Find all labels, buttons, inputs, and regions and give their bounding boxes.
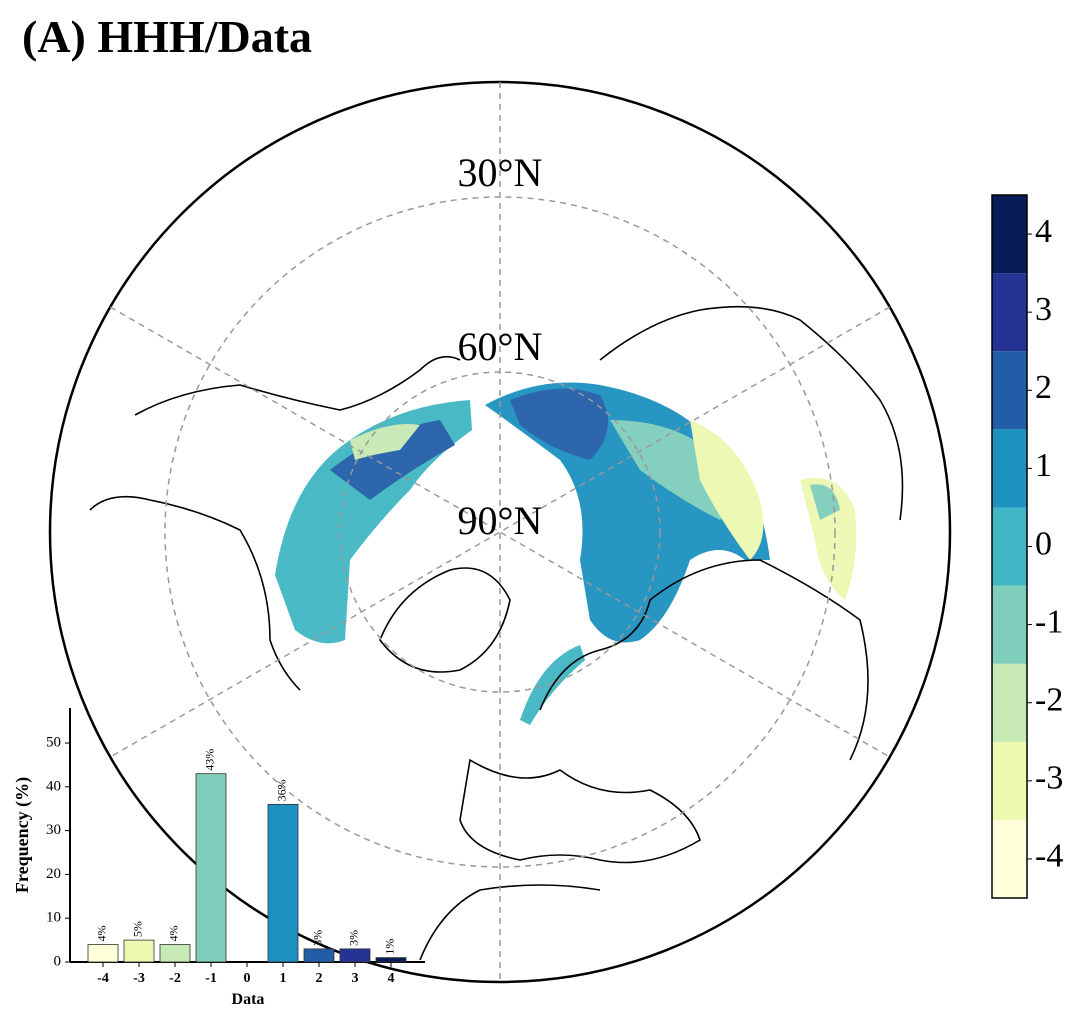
y-tick-label: 40 [46,778,61,794]
field-patch [800,478,857,600]
bar [375,957,407,963]
colorbar-frame [991,194,1028,899]
y-tick-label: 30 [46,822,61,838]
colorbar-band [992,819,1027,898]
colorbar-band [992,429,1027,508]
x-tick-label: 3 [352,971,359,986]
colorbar-band [992,663,1027,742]
colorbar-tick-label: 4 [1035,213,1052,250]
bar [339,948,371,963]
colorbar-tick-label: -4 [1035,838,1063,875]
bar [123,939,155,963]
x-tick-label: 1 [280,971,287,986]
value-label: 3% [347,930,361,946]
y-tick-label: 50 [46,734,61,750]
x-tick-label: -3 [133,971,145,986]
colorbar-tick-label: -3 [1035,760,1063,797]
latitude-label: 60°N [458,324,543,369]
coastline [89,495,301,691]
bar [303,948,335,963]
value-label: 3% [311,930,325,946]
x-tick-label: -4 [97,971,109,986]
value-label: 1% [383,939,397,955]
value-label: 4% [167,925,181,941]
field-patch [330,420,455,500]
graticule [109,82,891,982]
colorbar-tick-label: 2 [1035,369,1052,406]
latitude-label: 30°N [458,150,543,195]
colorbar-band [992,273,1027,352]
y-axis-label: Frequency (%) [12,777,33,893]
bar [267,803,299,963]
x-tick-label: -1 [205,971,217,986]
meridian-line [109,306,891,758]
field-patch [810,484,840,520]
latitude-label: 90°N [458,498,543,543]
x-tick-label: -2 [169,971,181,986]
meridian-line [109,306,891,758]
y-tick-label: 0 [54,953,62,969]
coastline [379,567,511,673]
y-tick-label: 10 [46,910,61,926]
colorbar-tick-label: -2 [1035,682,1063,719]
value-label: 4% [95,925,109,941]
colorbar-band [992,507,1027,586]
x-tick-label: 4 [388,971,395,986]
coastline [459,758,701,864]
colorbar: -4 -3 -2 -1 0 1 2 3 4 [991,194,1063,899]
value-label: 5% [131,921,145,937]
coastline [599,305,904,521]
y-tick-label: 20 [46,866,61,882]
coastline [419,884,601,961]
field-patch [690,420,764,560]
field-patch [350,424,420,460]
colorbar-band [992,741,1027,820]
colorbar-band [992,351,1027,430]
colorbar-band [992,195,1027,274]
bar [195,773,227,963]
colorbar-band [992,585,1027,664]
inset-bar-chart: 0 10 20 30 40 50 -4 4% -3 5% -2 4% -1 43% 0 1 36% 2 3% 3 3% 4… [12,708,425,1008]
figure-title: (A) HHH/Data [22,11,312,62]
value-label: 36% [275,779,289,801]
x-axis-label: Data [232,991,265,1008]
colorbar-tick-label: -1 [1035,603,1063,640]
x-tick-label: 0 [244,971,251,986]
coastline [539,559,869,761]
data-field [275,382,857,725]
coastline [134,355,461,416]
colorbar-tick-label: 0 [1035,525,1052,562]
value-label: 43% [203,749,217,771]
bar [159,944,191,963]
field-patch [510,388,608,460]
bar [87,944,119,963]
polar-map: 30°N 60°N 90°N [48,80,952,984]
coastlines [89,305,904,961]
colorbar-tick-label: 3 [1035,291,1052,328]
x-tick-label: 2 [316,971,323,986]
colorbar-tick-label: 1 [1035,447,1052,484]
